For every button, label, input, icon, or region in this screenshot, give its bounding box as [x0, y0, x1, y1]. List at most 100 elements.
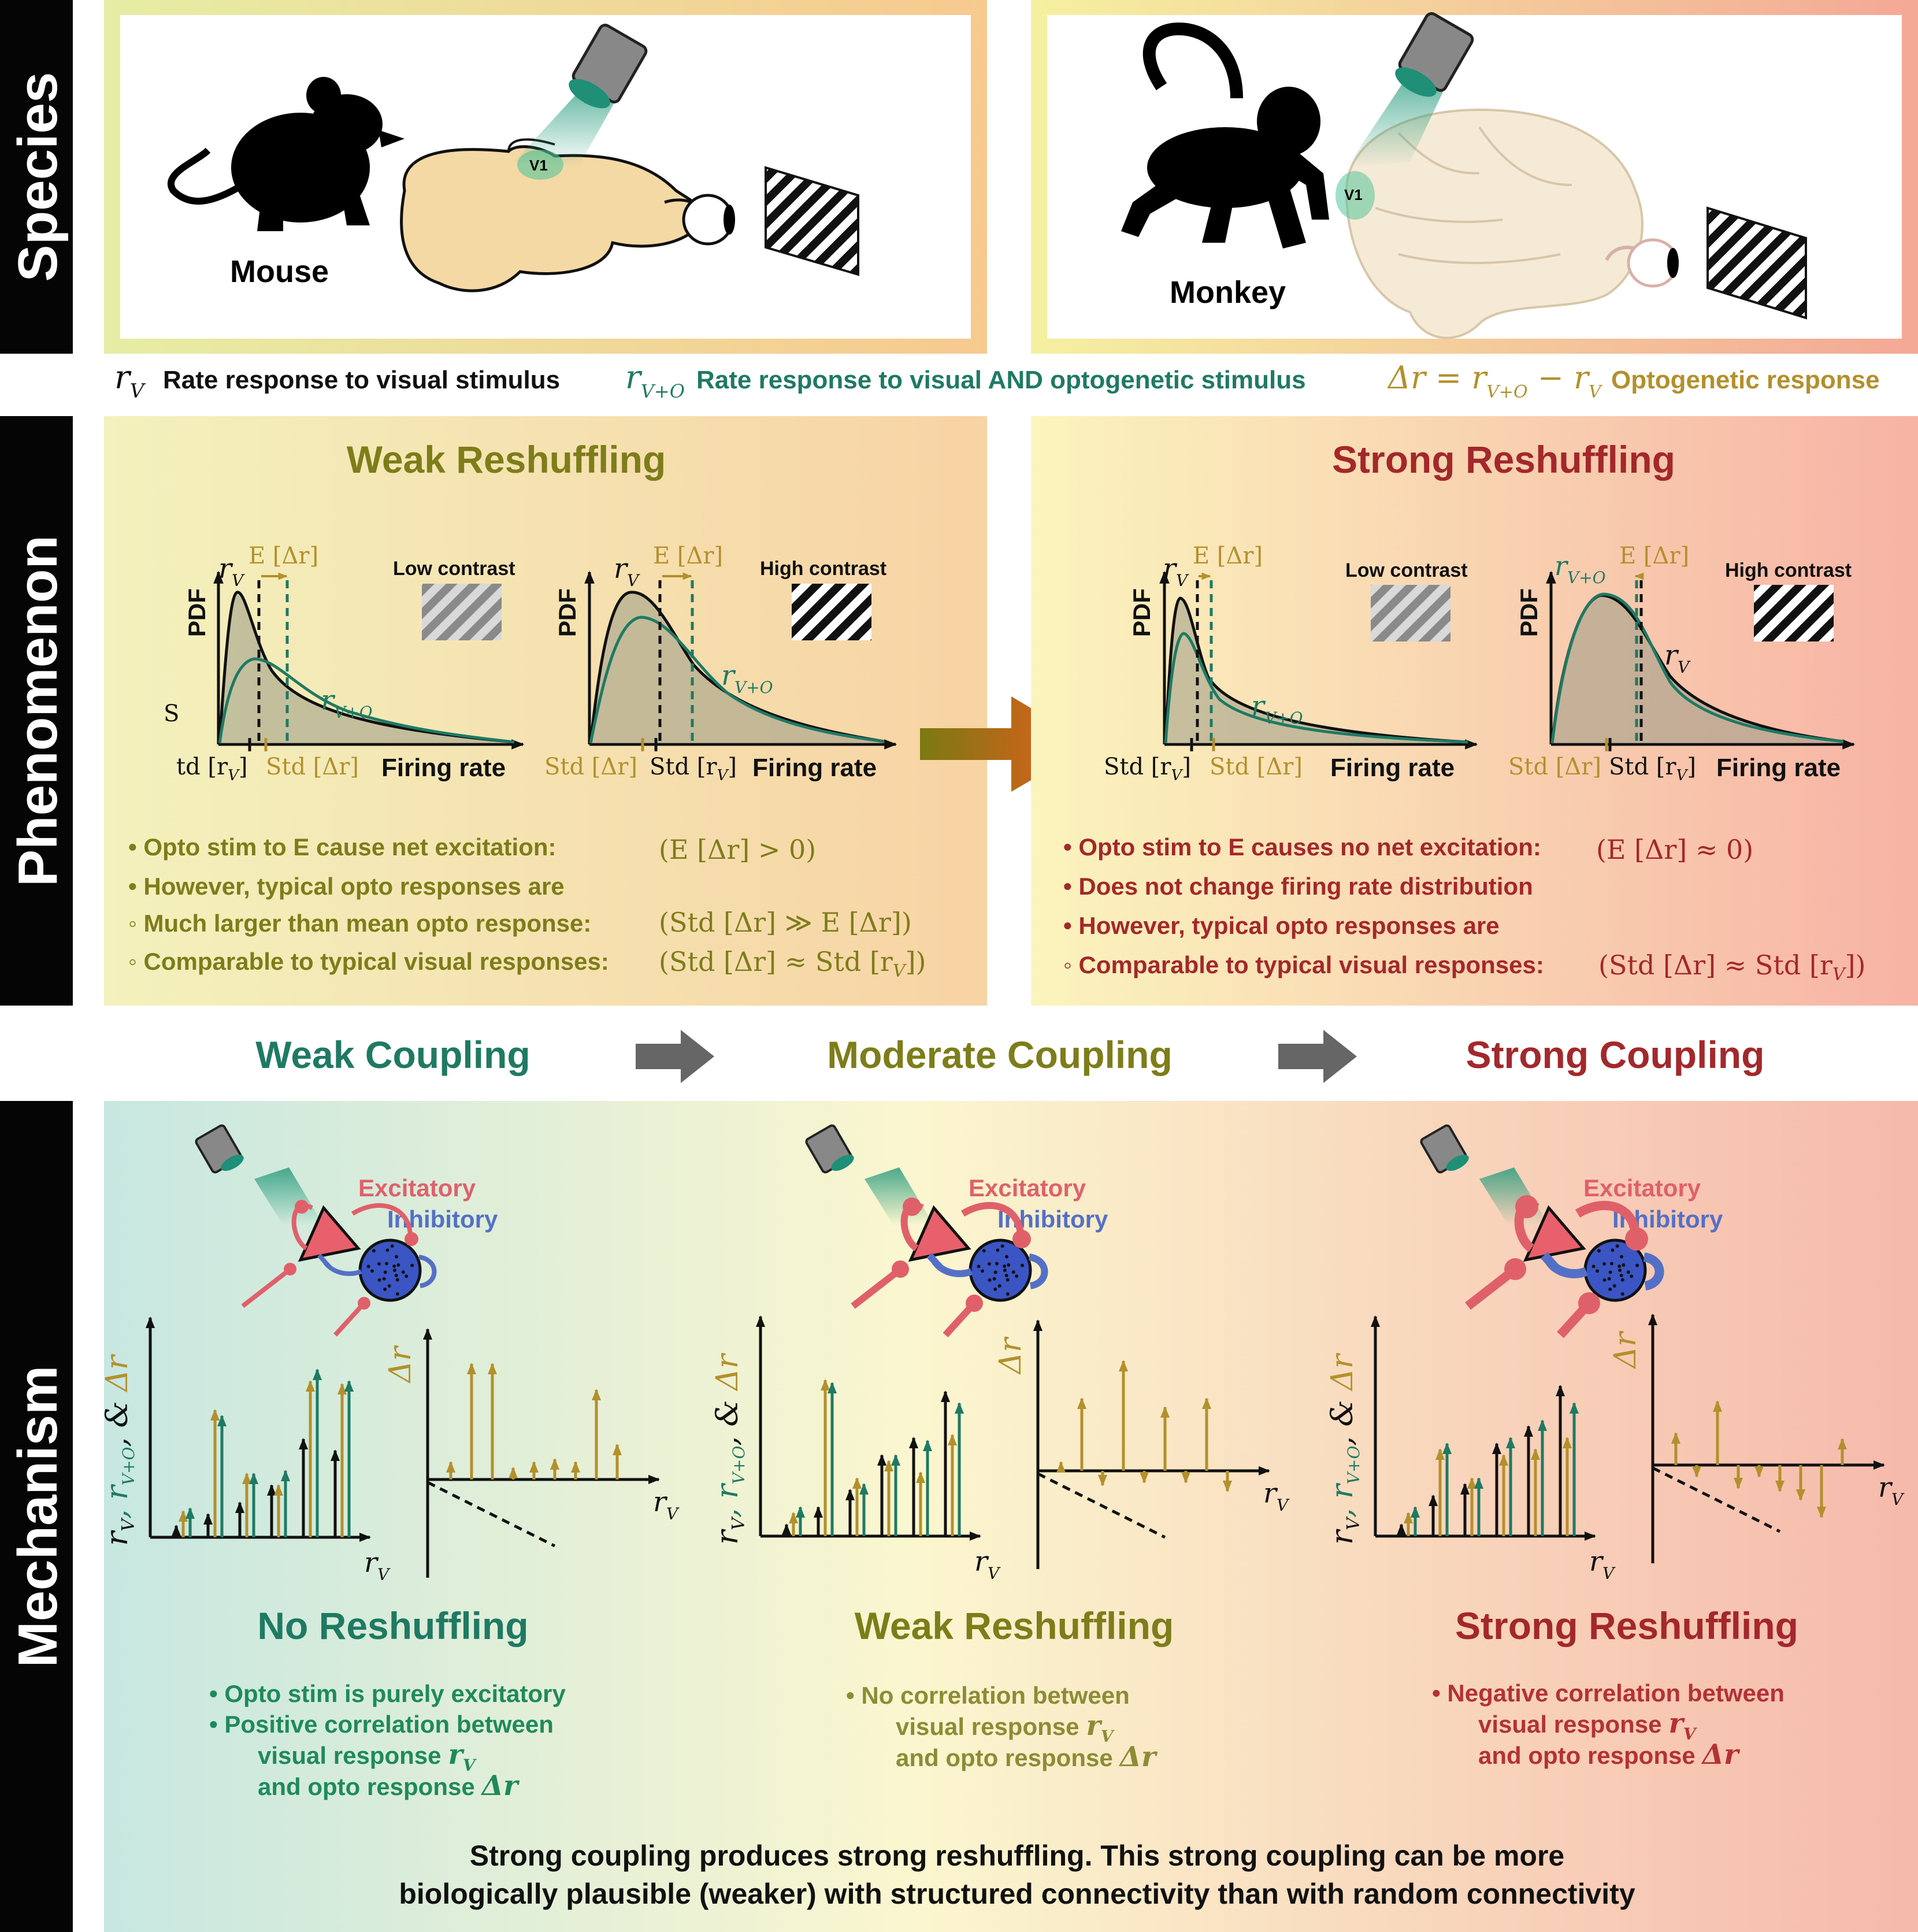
coupling-moderate-label: Moderate Coupling	[827, 1033, 1173, 1076]
inhibitory-neuron-dot	[395, 1292, 399, 1296]
inhibitory-neuron-dot	[1021, 1263, 1025, 1267]
high-contrast-grating	[1754, 585, 1834, 641]
inhibitory-neuron-dot	[1615, 1244, 1619, 1248]
mouse-optogenetic-laser	[514, 24, 648, 168]
monkey-optogenetic-laser	[1346, 12, 1474, 168]
inhibitory-neuron-dot	[385, 1262, 389, 1266]
e-delta-r-label: E [Δr]	[653, 543, 723, 569]
std-delta-r-label: Std [Δr]	[1210, 754, 1303, 780]
y-axis-label: Δr	[1608, 1330, 1643, 1370]
bullet-math: (E [Δr] > 0)	[659, 834, 816, 865]
coupling-arrow-2	[1278, 1030, 1357, 1083]
inhibitory-neuron-dot	[383, 1287, 387, 1291]
inhibitory-neuron-dot	[401, 1270, 405, 1274]
inhibitory-neuron-dot	[395, 1255, 399, 1259]
inhibitory-neuron-dot	[1004, 1274, 1008, 1278]
inhibitory-neuron-dot	[993, 1270, 997, 1274]
legend-rvo-text: Rate response to visual AND optogenetic …	[696, 366, 1306, 394]
inhibitory-neuron-dot	[410, 1263, 414, 1267]
excitatory-neuron-icon	[908, 1205, 971, 1262]
inhibitory-neuron-dot	[395, 1278, 399, 1282]
pdf-axis-label: PDF	[1128, 588, 1155, 637]
inhibitory-neuron-dot	[1005, 1255, 1009, 1259]
svg-text:Mechanism: Mechanism	[7, 1366, 69, 1668]
legend-delta-r-text: Optogenetic response	[1611, 366, 1880, 394]
monkey-eye	[1605, 238, 1679, 288]
inhibitory-neuron-dot	[377, 1262, 381, 1266]
x-axis-label: rV	[1878, 1471, 1905, 1509]
inhibitory-neuron-dot	[1630, 1274, 1634, 1278]
inhibitory-neuron-dot	[982, 1249, 986, 1253]
inhibitory-neuron-dot	[383, 1270, 387, 1274]
inhibitory-neuron-dot	[393, 1269, 396, 1272]
e-to-i-connection	[1575, 1200, 1640, 1237]
synapse-icon	[295, 1200, 309, 1214]
inhibitory-neuron-dot	[987, 1262, 991, 1266]
synapse-icon	[405, 1232, 418, 1246]
stem-plot-delta-r: Δr rV	[383, 1328, 680, 1578]
legend-rvo: rV+O Rate response to visual AND optogen…	[625, 359, 1306, 402]
inhibitory-neuron-dot	[370, 1269, 374, 1273]
mouse-eye	[682, 194, 735, 246]
footer-line-2: biologically plausible (weaker) with str…	[399, 1878, 1635, 1910]
y-axis-label: Δr	[383, 1345, 418, 1384]
svg-text:Δr = rV+O − rV: Δr = rV+O − rV	[1387, 359, 1603, 402]
pdf-axis-label: PDF	[554, 588, 581, 637]
synapse-icon	[1625, 1228, 1648, 1251]
rv-curve-label: rV	[1664, 639, 1691, 677]
std-delta-r-label: Std [Δr]	[1508, 754, 1601, 780]
excitatory-label: Excitatory	[969, 1174, 1086, 1202]
inhibitory-neuron-dot	[981, 1269, 985, 1273]
svg-text:Species: Species	[7, 72, 69, 282]
stem-plot-rates: rV, rV+O, & Δr rV	[710, 1315, 1001, 1583]
stem-plot-delta-r: Δr rV	[1608, 1314, 1905, 1563]
stem-plot-rates: rV, rV+O, & Δr rV	[100, 1317, 391, 1584]
inhibitory-neuron-dot	[1602, 1262, 1606, 1266]
low-contrast-label: Low contrast	[1345, 559, 1468, 581]
inhibitory-neuron-dot	[1612, 1284, 1616, 1288]
x-axis-label: rV	[1589, 1545, 1616, 1583]
inhibitory-neuron-dot	[387, 1284, 391, 1288]
inhibitory-neuron-dot	[1622, 1263, 1626, 1267]
inhibitory-neuron-dot	[1608, 1287, 1612, 1291]
synapse-icon	[1504, 1258, 1526, 1280]
monkey-v1-label: V1	[1344, 186, 1363, 203]
std-label-fragment: S	[164, 700, 179, 727]
inhibitory-neuron-dot	[1602, 1278, 1607, 1282]
inhibitory-neuron-dot	[997, 1284, 1001, 1288]
synapse-icon	[1012, 1230, 1031, 1248]
bullet-math: (Std [Δr] ≈ Std [rV])	[1598, 950, 1865, 985]
inhibitory-neuron-dot	[1003, 1269, 1007, 1272]
inhibitory-neuron-dot	[992, 1277, 996, 1281]
inhibitory-neuron-dot	[377, 1278, 381, 1282]
rvo-curve-label: rV+O	[1555, 550, 1606, 587]
trend-line	[1652, 1466, 1781, 1533]
inhibitory-neuron-dot	[1007, 1263, 1011, 1267]
mechanism-line: • Negative correlation between	[1432, 1679, 1785, 1707]
mechanism-line: and opto response Δr	[1478, 1738, 1741, 1771]
firing-rate-axis-label: Firing rate	[1330, 754, 1455, 782]
phenomenon-weak-title: Weak Reshuffling	[347, 438, 666, 481]
y-axis-label: rV, rV+O, & Δr	[710, 1352, 749, 1545]
footer-line-1: Strong coupling produces strong reshuffl…	[470, 1840, 1565, 1872]
bullet-math: (Std [Δr] ≫ E [Δr])	[659, 907, 912, 938]
excitatory-neuron-icon	[1523, 1205, 1586, 1262]
svg-text:Phenomenon: Phenomenon	[7, 535, 69, 887]
excitatory-neuron-icon	[298, 1205, 361, 1262]
inhibitory-synapse-bar	[317, 1254, 331, 1269]
mouse-label: Mouse	[230, 254, 329, 289]
high-contrast-label: High contrast	[760, 558, 886, 580]
inhibitory-neuron-dot	[1617, 1264, 1622, 1268]
synapse-icon	[892, 1260, 909, 1278]
rv-curve-label: rV	[614, 552, 640, 590]
e-to-i-connection	[351, 1203, 413, 1237]
phenomenon-panel-strong: Strong Reshuffling PDF E [Δr] rV rV+O St…	[1031, 416, 1918, 1006]
inhibitory-neuron-icon	[969, 1238, 1032, 1302]
monkey-silhouette	[1121, 22, 1329, 249]
firing-rate-axis-label: Firing rate	[1716, 754, 1841, 782]
y-axis-label: rV, rV+O, & Δr	[1325, 1352, 1364, 1545]
high-contrast-label: High contrast	[1725, 559, 1852, 581]
